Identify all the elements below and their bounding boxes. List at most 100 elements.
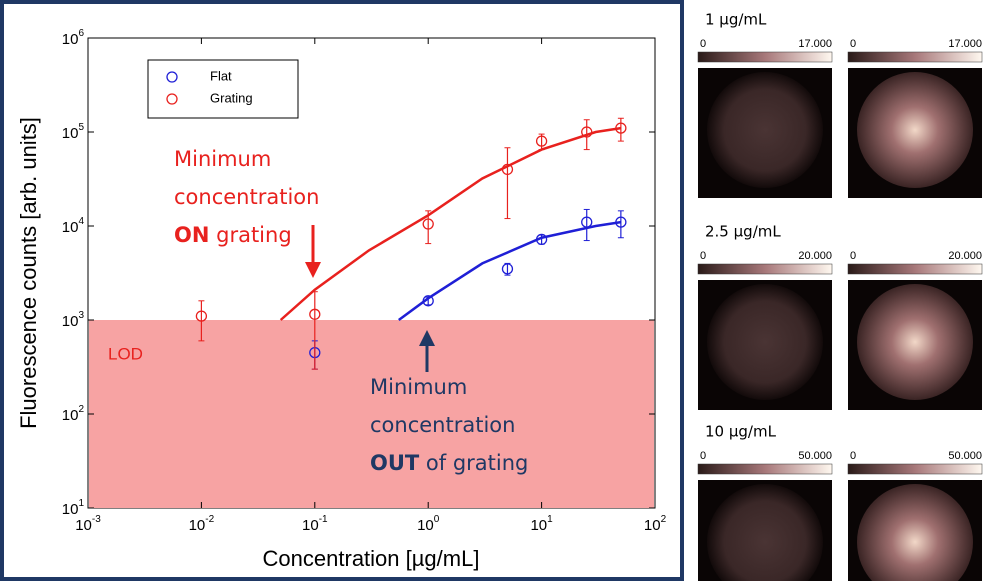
image-content [707,72,823,188]
panel-label: 1 µg/mL [705,11,767,29]
tick-exponent: 6 [78,28,84,39]
tick-label: 104 [62,216,85,236]
lod-band [89,320,654,508]
image-content [857,484,973,586]
tick-base: 10 [62,125,79,142]
tick-base: 10 [530,517,547,534]
arrow-head [419,330,435,346]
tick-base: 10 [644,517,661,534]
tick-label: 105 [62,122,85,142]
annotation-bold: ON [174,223,209,247]
tick-label: 10-2 [189,514,215,534]
annotation: Minimum [174,147,271,171]
legend-label: Grating [210,90,253,105]
tick-exponent: 4 [78,216,84,227]
data-point [501,163,514,176]
tick-label: 101 [530,514,553,534]
data-point [309,308,321,320]
tick-label: 106 [62,28,85,48]
annotation-bold: OUT [370,451,420,475]
legend-marker [166,93,178,105]
image-content [707,484,823,586]
x-axis-title: Concentration [µg/mL] [263,546,480,571]
tick-exponent: 2 [661,514,667,525]
colorbar-min: 0 [850,38,856,50]
error-bar [617,117,624,142]
tick-exponent: -1 [319,514,328,525]
annotation: ON grating [174,223,292,247]
colorbar [697,463,833,475]
tick-label: 102 [62,404,85,424]
tick-label: 103 [62,310,85,330]
colorbar [697,51,833,63]
colorbar-max: 50.000 [798,450,832,462]
tick-base: 10 [189,517,206,534]
image-content [857,72,973,188]
legend-box [147,59,299,119]
colorbar-min: 0 [850,250,856,262]
tick-base: 10 [62,31,79,48]
tick-label: 102 [644,514,667,534]
colorbar-max: 20.000 [798,250,832,262]
image-content [857,284,973,400]
data-point [615,122,627,134]
tick-base: 10 [417,517,434,534]
colorbar [697,263,833,275]
image-panels: 1 µg/mL 0 17.000 0 17.000 2.5 µg/mL 0 20.000 0 20… [697,11,983,586]
legend-marker [166,71,178,83]
error-bar [504,147,511,220]
data-point [422,295,434,307]
legend-label: Flat [210,68,232,83]
tick-exponent: 5 [78,122,84,133]
tick-label: 101 [62,498,85,518]
colorbar-min: 0 [850,450,856,462]
error-bar [617,210,624,239]
tick-label: 10-1 [302,514,328,534]
tick-base: 10 [62,313,79,330]
tick-base: 10 [62,501,79,518]
panel-label: 10 µg/mL [705,423,777,441]
annotation-rest: of grating [419,451,528,475]
tick-exponent: 1 [547,514,553,525]
error-bar [311,291,318,370]
tick-exponent: 2 [78,404,84,415]
arrow-head [305,262,321,278]
tick-label: 10-3 [75,514,101,534]
data-point [615,216,627,228]
tick-exponent: -2 [205,514,214,525]
annotation: OUT of grating [370,451,528,475]
data-point [535,233,548,246]
y-axis-title: Fluorescence counts [arb. units] [16,117,41,429]
data-point [581,216,593,228]
colorbar-min: 0 [700,250,706,262]
annotation: concentration [370,413,515,437]
tick-base: 10 [62,407,79,424]
data-point [195,310,208,322]
tick-exponent: 0 [434,514,440,525]
data-point [501,263,514,275]
colorbar-min: 0 [700,38,706,50]
tick-base: 10 [62,219,79,236]
colorbar-max: 17.000 [948,38,982,50]
tick-label: 100 [417,514,440,534]
data-point [581,126,593,138]
data-point [535,135,548,147]
panel-label: 2.5 µg/mL [705,223,781,241]
tick-exponent: 1 [78,498,84,509]
error-bar [583,208,590,242]
lod-label: LOD [108,344,143,363]
error-bar [583,119,590,151]
tick-base: 10 [75,517,92,534]
colorbar-min: 0 [700,450,706,462]
tick-base: 10 [302,517,319,534]
tick-exponent: 3 [78,310,84,321]
colorbar-max: 50.000 [948,450,982,462]
data-point [422,218,434,230]
colorbar [847,263,983,275]
annotation: concentration [174,185,319,209]
colorbar [847,51,983,63]
colorbar-max: 20.000 [948,250,982,262]
colorbar [847,463,983,475]
colorbar-max: 17.000 [798,38,832,50]
